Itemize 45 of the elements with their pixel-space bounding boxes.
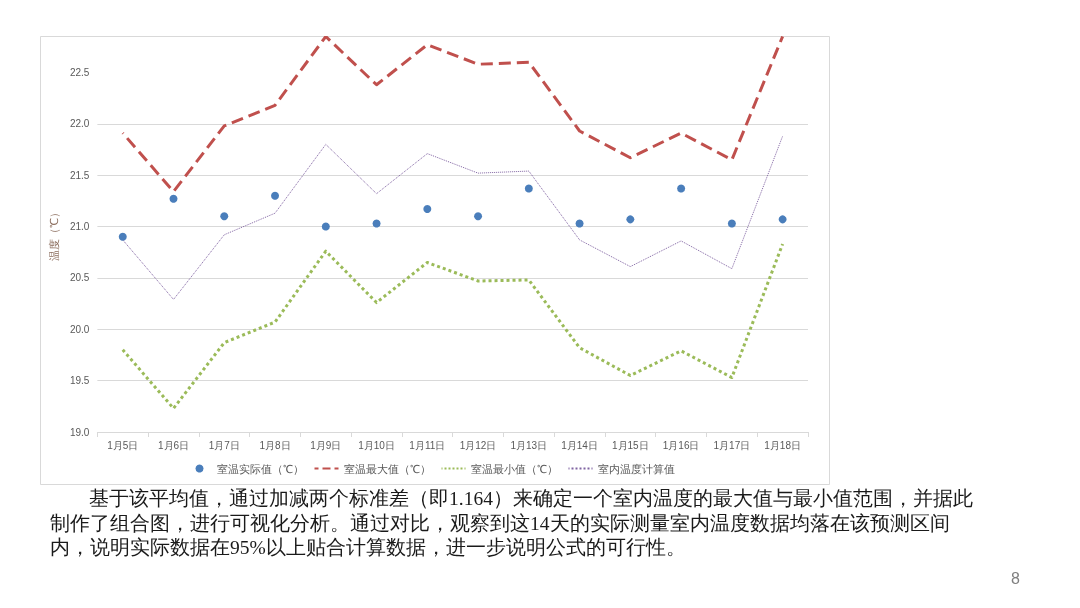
point xyxy=(677,184,686,193)
x-tick-label: 1月12日 xyxy=(459,439,497,451)
point xyxy=(271,191,280,200)
line-series xyxy=(121,242,785,410)
point xyxy=(372,219,381,228)
point xyxy=(474,212,483,221)
y-tick-label: 19.0 xyxy=(69,426,90,438)
x-tick-label: 1月14日 xyxy=(561,439,598,451)
x-tick-label: 1月8日 xyxy=(259,439,291,451)
legend-label: 室温最小值（℃） xyxy=(470,462,558,475)
y-tick-label: 19.5 xyxy=(69,375,90,387)
x-tick-label: 1月5日 xyxy=(107,439,139,451)
point xyxy=(524,184,533,193)
point xyxy=(727,219,736,228)
y-tick-label: 21.5 xyxy=(69,169,90,181)
point xyxy=(778,215,787,224)
x-tick-label: 1月17日 xyxy=(713,439,751,451)
y-tick-label: 22.5 xyxy=(69,66,90,78)
point xyxy=(423,205,432,214)
line-series xyxy=(121,36,785,194)
x-tick-label: 1月13日 xyxy=(510,439,548,451)
x-tick-label: 1月7日 xyxy=(208,439,240,451)
y-tick-label: 21.0 xyxy=(69,221,90,233)
x-tick-label: 1月10日 xyxy=(358,439,395,451)
point xyxy=(321,222,330,231)
text: 8 xyxy=(1011,570,1020,588)
x-tick-label: 1月9日 xyxy=(310,439,342,451)
point xyxy=(626,215,635,224)
x-tick-label: 1月11日 xyxy=(409,439,446,451)
x-tick-label: 1月15日 xyxy=(612,439,649,451)
point xyxy=(220,212,229,221)
y-tick-label: 20.5 xyxy=(69,272,90,284)
point xyxy=(118,232,127,241)
point xyxy=(169,194,178,203)
text: 基于该平均值，通过加减两个标准差（即1.164）来确定一个室内温度的最大值与最小值范围，并据此制作了组合图，进行可视化分析。通过对比，观察到这14天的实际测量室内温度数据均落在该预测区间内，说明实际数据在95%以上贴合计算数据，进一步说明公式的可行性。 xyxy=(50,487,974,560)
y-axis-title: 温度（℃） xyxy=(47,207,60,262)
x-tick-label: 1月16日 xyxy=(662,439,700,451)
y-tick-label: 22.0 xyxy=(69,118,90,130)
x-tick-label: 1月6日 xyxy=(157,439,190,451)
point xyxy=(575,219,584,228)
legend-label: 室内温度计算值 xyxy=(597,462,675,475)
legend-label: 室温最大值（℃） xyxy=(343,462,431,475)
legend-label: 室温实际值（℃） xyxy=(216,462,304,475)
y-tick-label: 20.0 xyxy=(69,323,90,335)
x-tick-label: 1月18日 xyxy=(764,439,801,451)
